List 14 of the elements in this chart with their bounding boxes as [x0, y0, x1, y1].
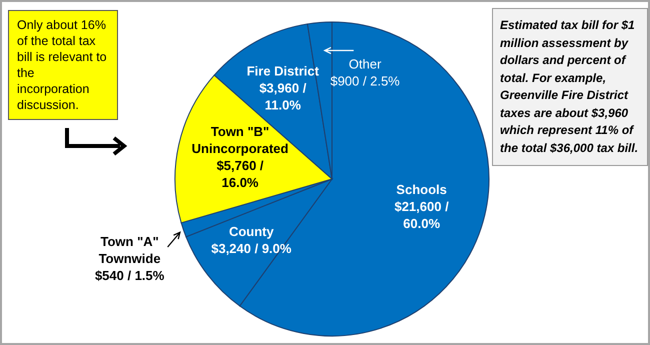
text: Estimated tax bill for $1 million assessment by dollars and percent of total. For example, Greenville Fire District taxes are about $3,960 which represent 11% of the total $36,000 tax bill. [492, 8, 648, 166]
data-label: $3,960 / 11.0% [259, 81, 307, 114]
data-label: $900 / 2.5% [330, 74, 400, 90]
data-label: $21,600 / 60.0% [394, 200, 450, 232]
data-label: $5,760 / 16.0% [216, 158, 264, 190]
slice-label: Schools [396, 182, 447, 198]
slice-label: Town "A" Townwide [98, 234, 161, 266]
slice-label: Fire District [246, 64, 320, 80]
slice-label: County [228, 224, 275, 240]
data-label: $3,240 / 9.0% [211, 241, 292, 256]
data-label: $540 / 1.5% [94, 268, 165, 284]
slice-label: Other [348, 57, 382, 72]
slice-label: Town "B" Unincorporated [192, 124, 289, 156]
text: Only about 16% of the total tax bill is relevant to the incorporation discussion. [8, 10, 118, 120]
